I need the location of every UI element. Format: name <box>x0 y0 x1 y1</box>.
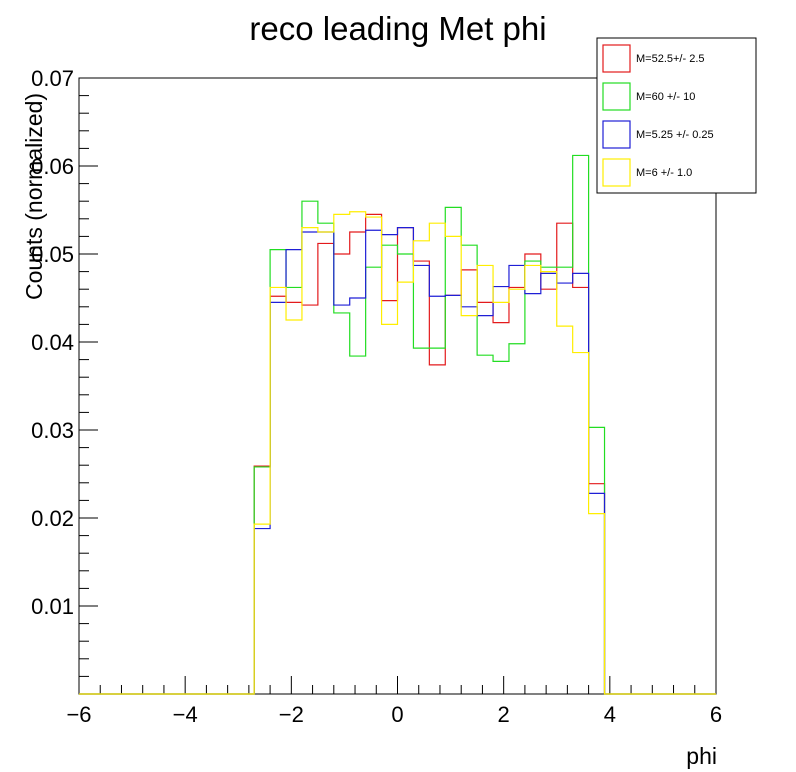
legend-swatch <box>602 120 631 149</box>
y-tick-label: 0.04 <box>31 330 74 355</box>
y-tick-label: 0.02 <box>31 506 74 531</box>
x-tick-label: −2 <box>279 702 304 727</box>
x-tick-label: 2 <box>498 702 510 727</box>
legend-label: M=52.5+/- 2.5 <box>636 53 705 65</box>
legend-swatch <box>602 44 631 73</box>
histogram-series <box>79 154 716 695</box>
x-tick-label: −6 <box>66 702 91 727</box>
legend-swatch <box>602 158 631 187</box>
x-tick-label: 6 <box>710 702 722 727</box>
series-line <box>79 211 716 695</box>
axis-ticks <box>78 77 717 695</box>
y-tick-label: 0.06 <box>31 154 74 179</box>
legend-label: M=60 +/- 10 <box>636 91 695 103</box>
y-axis-label: Counts (normalized) <box>21 93 47 300</box>
chart-title: reco leading Met phi <box>249 10 546 47</box>
legend-swatch <box>602 82 631 111</box>
legend: M=52.5+/- 2.5 M=60 +/- 10 M=5.25 +/- 0.25 M… <box>596 37 757 194</box>
x-tick-label: −4 <box>173 702 198 727</box>
y-tick-label: 0.01 <box>31 594 74 619</box>
legend-box <box>596 37 757 194</box>
legend-label: M=6 +/- 1.0 <box>636 167 692 179</box>
x-axis-label: phi <box>686 743 717 769</box>
axis-tick-labels: −6 −4 −2 0 2 4 6 0.01 0.02 0.03 0.04 0.05 0.06 0.07 <box>31 66 722 727</box>
y-tick-label: 0.07 <box>31 66 74 91</box>
y-tick-label: 0.03 <box>31 418 74 443</box>
x-tick-label: 0 <box>391 702 403 727</box>
y-tick-label: 0.05 <box>31 242 74 267</box>
x-tick-label: 4 <box>604 702 616 727</box>
legend-label: M=5.25 +/- 0.25 <box>636 129 714 141</box>
